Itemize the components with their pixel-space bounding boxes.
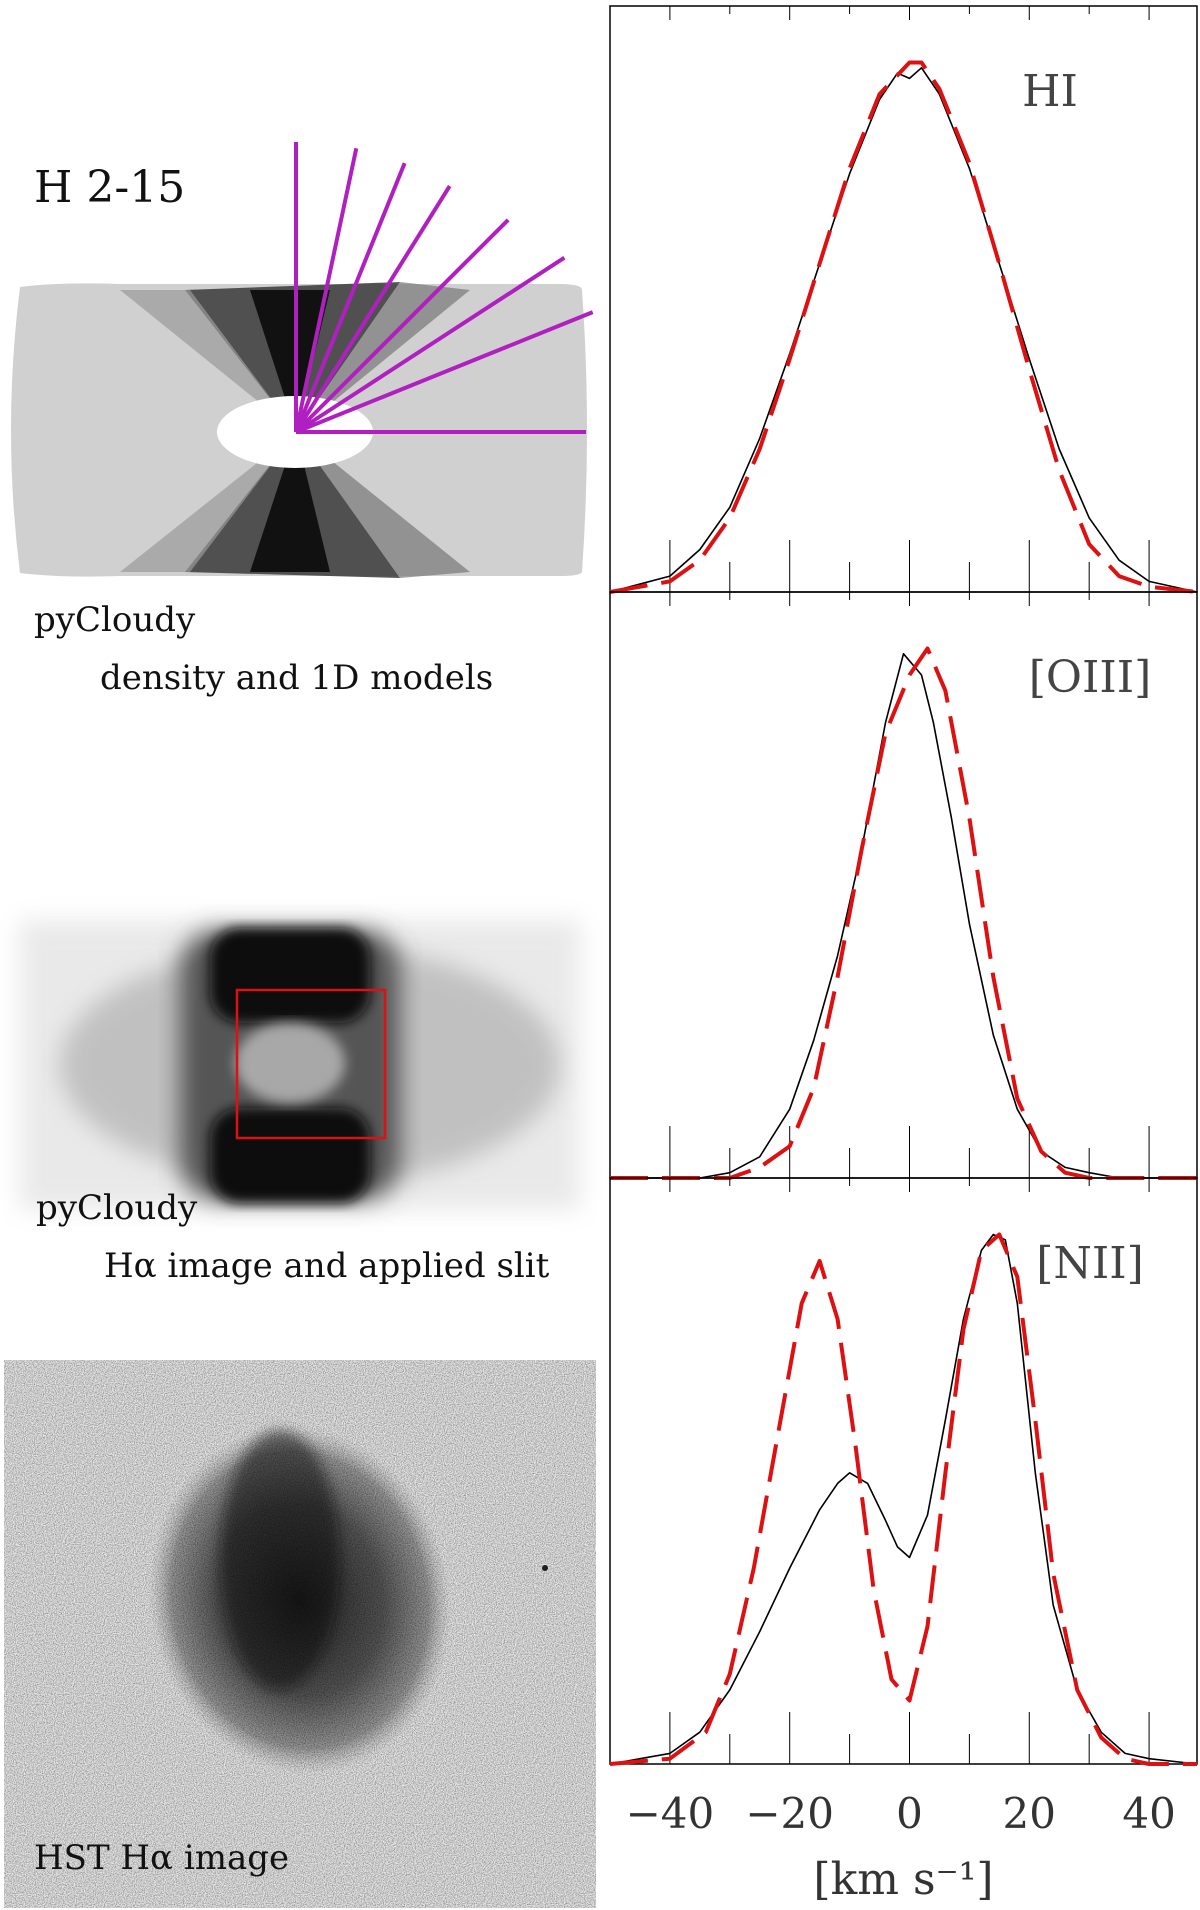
x-axis-label: [km s⁻¹] <box>813 1854 993 1905</box>
observed-profile-line <box>609 1233 1198 1765</box>
radial-line <box>294 185 452 434</box>
x-tick-label: 0 <box>896 1789 923 1838</box>
model-profile-line <box>610 646 1197 1180</box>
panel2-label-line2: Hα image and applied slit <box>104 1246 550 1286</box>
radial-line <box>295 310 594 434</box>
x-tick-label: −40 <box>626 1789 715 1838</box>
radial-line <box>294 256 566 434</box>
radial-line <box>294 162 407 433</box>
radial-line <box>294 218 510 434</box>
applied-slit <box>235 988 387 1140</box>
chart-frame-3 <box>609 1177 1198 1765</box>
radial-lines <box>294 142 594 434</box>
panel3-label: HST Hα image <box>34 1838 290 1878</box>
line-label-1: HI <box>1022 66 1078 117</box>
model-profile-line <box>609 1232 1197 1766</box>
model-profile-line <box>609 60 1198 594</box>
hst-image <box>4 1360 596 1908</box>
panel2-label-line1: pyCloudy <box>36 1188 198 1228</box>
observed-profile-line <box>610 653 1197 1179</box>
observed-profile-line <box>609 67 1198 593</box>
line-label-3: [NII] <box>1036 1238 1144 1289</box>
figure-title: H 2-15 <box>34 162 186 213</box>
x-tick-label: 20 <box>1003 1789 1056 1838</box>
line-label-2: [OIII] <box>1029 652 1152 703</box>
radial-line <box>294 147 359 433</box>
chart-frame-1 <box>609 5 1198 593</box>
panel1-label-line2: density and 1D models <box>100 658 494 698</box>
x-tick-label: 40 <box>1122 1789 1175 1838</box>
x-tick-label: −20 <box>745 1789 834 1838</box>
panel1-label-line1: pyCloudy <box>34 600 196 640</box>
halpha-model-image <box>20 920 580 1210</box>
